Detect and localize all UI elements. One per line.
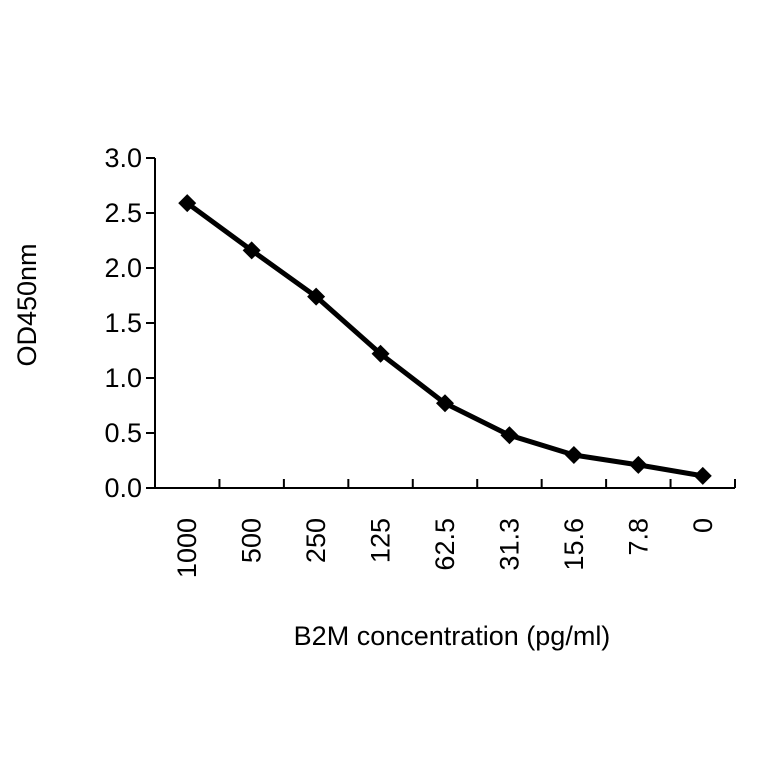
- x-tick-label: 62.5: [430, 518, 460, 571]
- data-point-marker: [178, 194, 197, 213]
- data-point-marker: [371, 344, 390, 363]
- data-point-marker: [629, 455, 648, 474]
- x-axis-ticks: 1000 500 250 125 62.5 31.3 15.6 7.8 0: [172, 479, 736, 578]
- y-tick-label: 2.5: [104, 198, 142, 228]
- y-axis-title: OD450nm: [12, 243, 42, 366]
- x-tick-label: 125: [366, 518, 396, 563]
- y-tick-label: 0.0: [104, 473, 142, 503]
- series-layer: [178, 194, 712, 485]
- y-tick-label: 1.0: [104, 363, 142, 393]
- x-tick-label: 15.6: [559, 518, 589, 571]
- x-tick-label: 500: [237, 518, 267, 563]
- data-point-marker: [500, 426, 519, 445]
- x-tick-label: 7.8: [623, 518, 653, 556]
- x-tick-label: 250: [301, 518, 331, 563]
- y-axis-ticks: 0.0 0.5 1.0 1.5 2.0 2.5 3.0: [104, 143, 155, 503]
- series-line: [184, 200, 706, 479]
- x-tick-label: 1000: [172, 518, 202, 578]
- x-tick-label: 31.3: [494, 518, 524, 571]
- y-tick-label: 3.0: [104, 143, 142, 173]
- y-tick-label: 2.0: [104, 253, 142, 283]
- axes: [154, 158, 735, 489]
- x-tick-label: 0: [688, 518, 718, 533]
- data-point-marker: [693, 466, 712, 485]
- y-tick-label: 0.5: [104, 418, 142, 448]
- data-point-marker: [307, 287, 326, 306]
- data-point-marker: [436, 394, 454, 413]
- data-point-marker: [564, 446, 583, 464]
- data-point-marker: [242, 241, 261, 260]
- y-tick-label: 1.5: [104, 308, 142, 338]
- x-axis-title: B2M concentration (pg/ml): [294, 621, 611, 651]
